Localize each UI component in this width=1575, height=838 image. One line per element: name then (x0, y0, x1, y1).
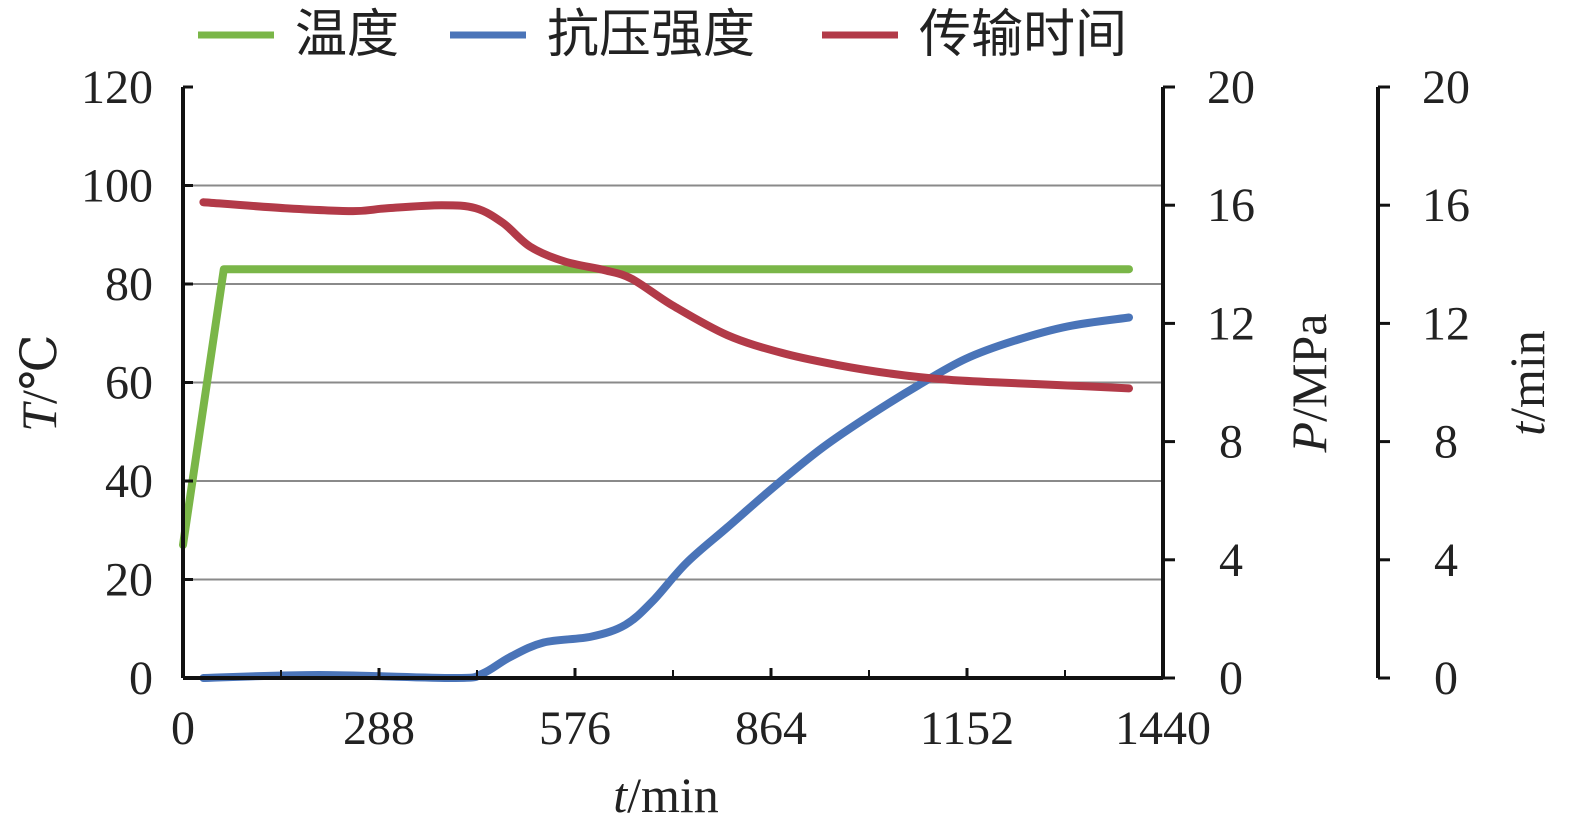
temperature-series-line (179, 265, 1133, 549)
legend-label-temperature: 温度 (295, 5, 399, 65)
legend: 温度 抗压强度 传输时间 (198, 5, 1127, 65)
x-tick-label: 1440 (1115, 702, 1211, 755)
legend-label-transit-time: 传输时间 (919, 5, 1127, 65)
y-right1-tick-label: 0 (1219, 652, 1243, 705)
y-right2-tick-label: 12 (1422, 297, 1470, 350)
y-left-tick-label: 120 (81, 61, 153, 114)
y-left-tick-label: 0 (129, 652, 153, 705)
y-left-axis-title: T/℃ (11, 334, 67, 432)
y-right1-tick-label: 8 (1219, 416, 1243, 469)
ticks: 0 288 576 864 1152 14400204060801001200481216… (81, 61, 1470, 755)
y-right2-tick-label: 20 (1422, 61, 1470, 114)
y-right1-tick-label: 4 (1219, 534, 1243, 587)
y-right1-tick-label: 20 (1207, 61, 1255, 114)
y-right2-axis-title: t/min (1499, 330, 1555, 436)
y-right2-tick-label: 0 (1434, 652, 1458, 705)
legend-label-strength: 抗压强度 (547, 5, 755, 65)
y-right2-tick-label: 16 (1422, 179, 1470, 232)
y-right2-tick-label: 4 (1434, 534, 1458, 587)
y-right1-tick-label: 16 (1207, 179, 1255, 232)
y-left-tick-label: 40 (105, 455, 153, 508)
y-right1-axis-title: P/MPa (1281, 314, 1337, 454)
y-right1-tick-label: 12 (1207, 297, 1255, 350)
x-tick-label: 288 (343, 702, 415, 755)
strength-series-line (199, 313, 1133, 683)
y-right2-tick-label: 8 (1434, 416, 1458, 469)
x-tick-label: 1152 (920, 702, 1014, 755)
series-layer (179, 198, 1133, 683)
x-tick-label: 0 (171, 702, 195, 755)
y-left-tick-label: 100 (81, 160, 153, 213)
x-tick-label: 864 (735, 702, 807, 755)
y-left-tick-label: 80 (105, 258, 153, 311)
y-left-tick-label: 60 (105, 357, 153, 410)
x-axis-title: t/min (613, 767, 719, 823)
y-left-tick-label: 20 (105, 554, 153, 607)
x-tick-label: 576 (539, 702, 611, 755)
transit-time-series-line (199, 198, 1133, 393)
